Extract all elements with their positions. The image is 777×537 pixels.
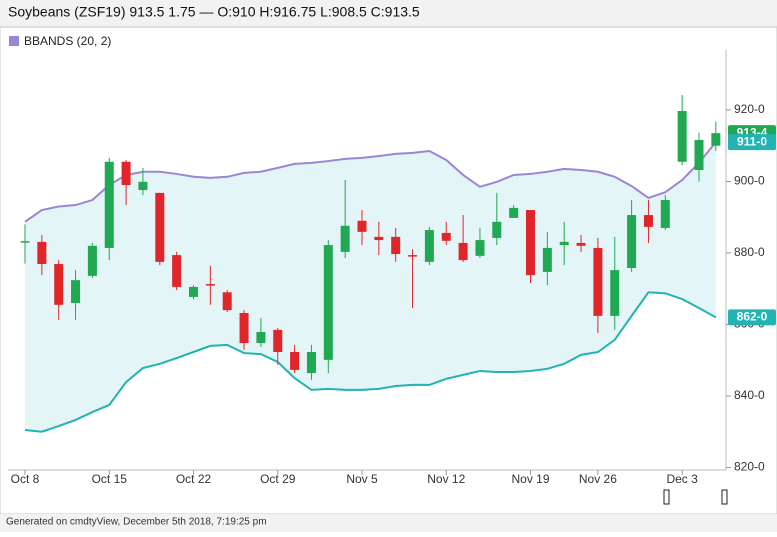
candle-body (660, 200, 670, 228)
candle-body (323, 245, 333, 360)
legend-label: BBANDS (20, 2) (24, 34, 111, 48)
candle-body (172, 255, 182, 287)
candle-body (458, 242, 468, 261)
x-tick-label: Nov 5 (346, 472, 378, 486)
candle-body (54, 264, 64, 305)
y-tick-label: 820-0 (734, 460, 765, 474)
candle-body (138, 181, 148, 191)
chart-title: Soybeans (ZSF19) 913.5 1.75 — O:910 H:91… (8, 4, 420, 20)
x-tick-label: Oct 29 (260, 472, 296, 486)
y-tick-label: 900-0 (734, 174, 765, 188)
candle-body (155, 192, 165, 262)
candle-body (475, 240, 485, 256)
candle-body (306, 352, 316, 374)
upper-band (24, 141, 717, 223)
x-tick-label: Nov 19 (511, 472, 549, 486)
candle-body (104, 161, 114, 248)
footer-bar (0, 514, 777, 532)
scroll-handle[interactable] (663, 489, 670, 505)
candle-body (20, 241, 30, 243)
candle-body (256, 331, 266, 344)
candle-body (374, 236, 384, 241)
legend-swatch (9, 36, 19, 46)
x-tick-label: Dec 3 (666, 472, 698, 486)
candle-body (121, 161, 131, 186)
candle-body (205, 284, 215, 286)
candle-body (340, 225, 350, 252)
y-tick-label: 880-0 (734, 245, 765, 259)
footer: Generated on cmdtyView, December 5th 201… (6, 517, 267, 528)
candle-body (576, 242, 586, 246)
candle-body (526, 210, 535, 276)
lower-band (24, 291, 717, 433)
candle-body (559, 241, 569, 246)
x-tick-label: Oct 15 (92, 472, 128, 486)
candle-body (222, 292, 232, 311)
candle-body (610, 270, 620, 316)
candle-body (694, 139, 704, 170)
x-tick-label: Nov 12 (427, 472, 465, 486)
candle-body (87, 245, 97, 276)
candle-body (441, 232, 451, 241)
y-tick-label: 840-0 (734, 388, 765, 402)
candle-body (189, 286, 198, 297)
candle-body (273, 329, 283, 353)
x-tick-label: Oct 8 (11, 472, 40, 486)
upper-band-label: 911-0 (737, 134, 767, 148)
upper-band-label-box (728, 134, 776, 151)
candle-body (71, 280, 81, 304)
candle-body (492, 221, 502, 238)
x-tick-label: Oct 22 (176, 472, 212, 486)
lower-band-label-box (728, 309, 776, 326)
candle-body (391, 236, 401, 255)
candle-body (290, 352, 300, 370)
scroll-handle[interactable] (721, 489, 728, 505)
candle-body (677, 110, 687, 162)
candle-body (627, 215, 637, 268)
candle-body (424, 230, 434, 262)
candle-body (509, 207, 519, 218)
lower-band-label: 862-0 (737, 309, 768, 323)
candle-body (239, 313, 249, 344)
candle-body (37, 241, 47, 265)
candle-body (711, 133, 721, 146)
candle-body (408, 255, 418, 257)
candle-body (357, 220, 367, 232)
candle-body (593, 247, 603, 316)
candle-body (542, 247, 552, 272)
x-tick-label: Nov 26 (579, 472, 617, 486)
band-fill (25, 142, 716, 432)
y-tick-label: 920-0 (734, 102, 765, 116)
candle-body (643, 215, 653, 227)
